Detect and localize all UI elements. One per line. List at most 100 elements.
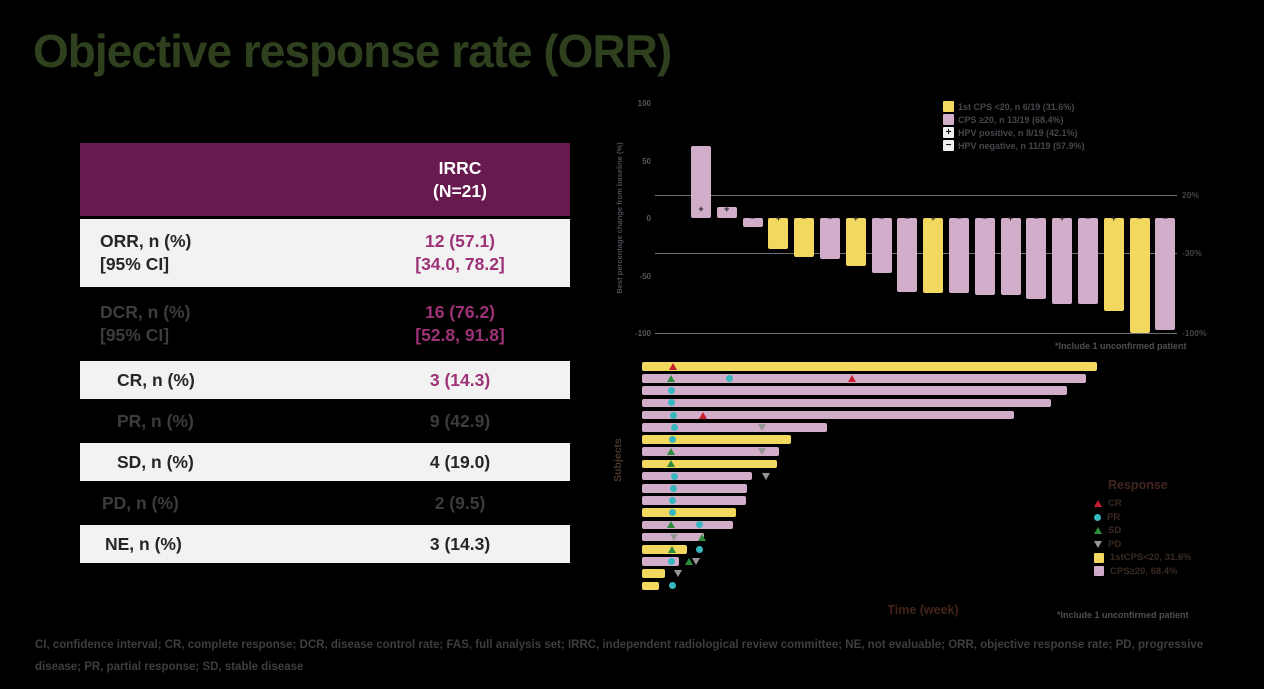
legend-label: SD: [1108, 525, 1122, 537]
cr-response-marker: [668, 362, 677, 370]
waterfall-bar: [923, 218, 944, 293]
table-row-cr: CR, n (%) 3 (14.3): [80, 361, 570, 399]
hpv-status-marker: +: [1111, 213, 1117, 223]
cps-lt20-swatch-icon: [943, 101, 954, 112]
waterfall-bar: [974, 218, 995, 296]
waterfall-bar: [1078, 218, 1098, 305]
legend-label: CR: [1108, 498, 1122, 510]
cr-response-marker: [699, 411, 708, 419]
swimmer-bar: [642, 520, 733, 530]
waterfall-legend: 1st CPS <20, n 6/19 (31.6%) CPS ≥20, n 13…: [943, 100, 1085, 152]
row-label-cell: ORR, n (%) [95% CI]: [80, 231, 350, 275]
table-row-dcr: DCR, n (%) [95% CI] 16 (76.2) [52.8, 91.…: [80, 290, 570, 358]
swimmer-bar: [642, 581, 660, 591]
table-row-sd: SD, n (%) 4 (19.0): [80, 443, 570, 481]
hpv-status-marker: +: [930, 213, 936, 223]
pd-marker-icon: [1094, 540, 1102, 548]
cps-ge20-swatch-icon: [1094, 566, 1104, 577]
legend-label: 1st CPS <20, n 6/19 (31.6%): [958, 101, 1075, 112]
hpv-status-marker: +: [853, 213, 859, 223]
hpv-status-marker: −: [1085, 213, 1091, 223]
y-axis-tick-label: 50: [642, 156, 651, 166]
swimmer-bar: [642, 447, 779, 456]
hpv-status-marker: −: [801, 213, 807, 223]
waterfall-bar: [820, 218, 840, 260]
pr-response-marker: [668, 582, 676, 590]
table-row-pd: PD, n (%) 2 (9.5): [80, 484, 570, 522]
hpv-status-marker: +: [698, 204, 704, 214]
swimmer-legend: Response CR PR SD PD 1stCPS<20, 31.6% CPS≥20, …: [1094, 478, 1192, 578]
y-axis-tick-label: 0: [646, 214, 651, 223]
reference-line-label: -100%: [1182, 328, 1207, 338]
waterfall-bar: [871, 218, 892, 274]
reference-line: [655, 333, 1177, 334]
waterfall-bar: [794, 218, 815, 258]
hpv-status-marker: −: [982, 213, 988, 223]
row-label-cell: SD, n (%): [80, 452, 350, 473]
legend-item: PR: [1094, 511, 1192, 525]
waterfall-bar: [1000, 218, 1021, 296]
pd-response-marker: [761, 472, 770, 480]
row-value-cell: 16 (76.2) [52.8, 91.8]: [350, 302, 570, 346]
legend-label: HPV positive, n 8/19 (42.1%): [958, 127, 1078, 138]
row-value: 12 (57.1): [424, 231, 496, 251]
swimmer-bar: [642, 508, 737, 517]
cr-response-marker: [847, 374, 856, 382]
legend-label: 1stCPS<20, 31.6%: [1110, 552, 1192, 564]
legend-label: CPS ≥20, n 13/19 (68.4%): [958, 114, 1064, 125]
abbreviations-footnote: CI, confidence interval; CR, complete re…: [35, 634, 1245, 679]
legend-item: CR: [1094, 497, 1192, 511]
swimmer-bar: [642, 423, 828, 432]
waterfall-bar: [1155, 218, 1176, 330]
swimmer-footnote: *Include 1 unconfirmed patient: [1057, 610, 1189, 620]
y-axis-tick-label: -100: [634, 329, 651, 338]
y-axis-label: Subjects: [612, 438, 624, 482]
pr-response-marker: [667, 387, 675, 395]
cps-ge20-swatch-icon: [943, 114, 954, 125]
swimmer-bar: [642, 374, 1087, 383]
pr-response-marker: [695, 545, 703, 553]
abbreviations-line1: CI, confidence interval; CR, complete re…: [35, 639, 1204, 651]
row-label-cell: CR, n (%): [80, 370, 350, 391]
legend-item: + HPV positive, n 8/19 (42.1%): [943, 126, 1085, 139]
waterfall-bar: [845, 218, 866, 267]
sd-response-marker: [667, 545, 676, 553]
hpv-status-marker: +: [1059, 213, 1065, 223]
swimmer-bar: [642, 398, 1052, 408]
row-subvalue: [34.0, 78.2]: [415, 254, 505, 274]
waterfall-bar: [1052, 218, 1073, 305]
reference-line: [655, 195, 1177, 196]
table-header-row: IRRC (N=21): [80, 143, 570, 216]
table-row-pr: PR, n (%) 9 (42.9): [80, 402, 570, 440]
row-value-cell: 3 (14.3): [350, 534, 570, 555]
pr-response-marker: [669, 484, 677, 492]
pr-response-marker: [726, 374, 734, 382]
legend-label: PR: [1107, 511, 1121, 523]
swimmer-bar: [642, 496, 746, 505]
sd-response-marker: [666, 521, 675, 529]
row-subvalue: [52.8, 91.8]: [415, 325, 505, 345]
legend-label: HPV negative, n 11/19 (57.9%): [958, 140, 1085, 151]
row-label: NE, n (%): [105, 533, 182, 554]
row-label-cell: DCR, n (%) [95% CI]: [80, 302, 350, 346]
sd-response-marker: [666, 460, 675, 468]
legend-item: − HPV negative, n 11/19 (57.9%): [943, 139, 1085, 152]
row-label-cell: NE, n (%): [80, 534, 350, 555]
hpv-pos-swatch-icon: +: [943, 127, 954, 138]
swimmer-bar: [642, 471, 753, 481]
pr-response-marker: [668, 496, 676, 504]
waterfall-bar: [742, 218, 763, 228]
cr-marker-icon: [1094, 500, 1102, 508]
swimmer-plot: Subjects Time (week) Response CR PR SD PD 1stCP…: [612, 360, 1192, 620]
sd-response-marker: [684, 557, 693, 565]
swimmer-bar: [642, 569, 665, 578]
legend-label: CPS≥20, 68.4%: [1110, 565, 1178, 577]
legend-item: PD: [1094, 538, 1192, 552]
orr-table: IRRC (N=21) ORR, n (%) [95% CI] 12 (57.1…: [80, 143, 570, 566]
row-value: 2 (9.5): [434, 492, 486, 513]
pr-response-marker: [695, 521, 703, 529]
swimmer-bar: [642, 545, 688, 554]
hpv-status-marker: −: [1162, 213, 1169, 223]
cps-lt20-swatch-icon: [1094, 552, 1104, 563]
row-label: SD, n (%): [117, 451, 194, 472]
